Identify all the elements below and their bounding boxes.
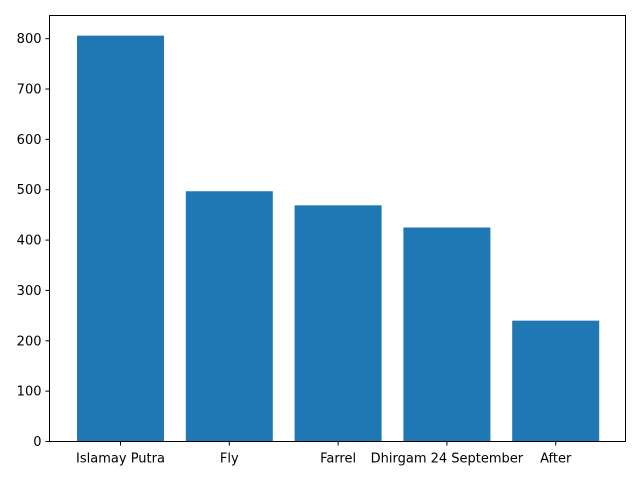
y-tick-label-6: 600 (17, 133, 42, 148)
x-tick-label-0: Islamay Putra (76, 452, 165, 467)
x-axis: Islamay Putra Fly Farrel Dhirgam 24 Septemb… (76, 441, 572, 467)
y-tick-label-3: 300 (17, 284, 42, 299)
y-tick-label-4: 400 (17, 234, 42, 249)
bar-4 (512, 320, 600, 442)
y-tick-label-1: 100 (17, 385, 42, 400)
bars-group (77, 35, 600, 442)
y-tick-label-0: 0 (33, 435, 41, 450)
x-tick-label-1: Fly (220, 452, 239, 467)
y-axis: 0 100 200 300 400 500 600 700 800 (17, 32, 50, 450)
plot-frame (49, 15, 626, 442)
bar-2 (294, 205, 382, 442)
y-tick-label-2: 200 (17, 334, 42, 349)
bar-0 (77, 35, 164, 442)
y-tick-label-7: 700 (17, 83, 42, 98)
bar-3 (403, 227, 491, 442)
y-tick-label-5: 500 (17, 183, 42, 198)
x-tick-label-4: After (540, 452, 572, 467)
x-tick-label-3: Dhirgam 24 September (371, 452, 524, 467)
x-tick-label-2: Farrel (320, 452, 356, 467)
bar-1 (185, 191, 273, 442)
y-tick-label-8: 800 (17, 32, 42, 47)
